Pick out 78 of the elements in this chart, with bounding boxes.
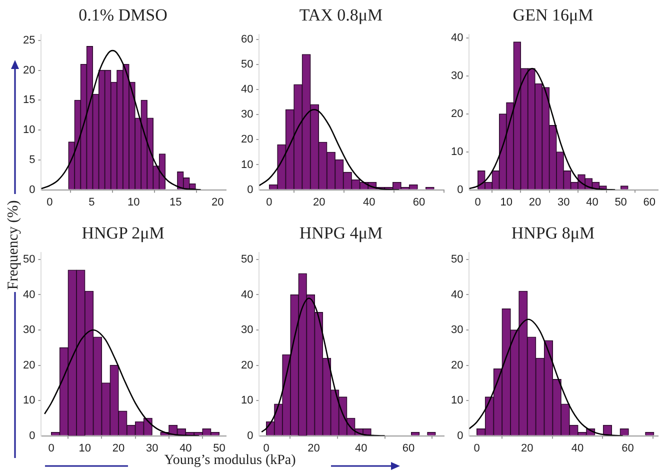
- y-axis-title: Frequency (%): [6, 200, 22, 290]
- chart-title: 0.1% DMSO: [78, 6, 168, 25]
- line-series: [259, 108, 400, 190]
- line-series: [41, 50, 202, 190]
- chart-title: TAX 0.8μM: [299, 6, 383, 25]
- line-series: [469, 68, 616, 190]
- x-tick-label: 15: [169, 196, 182, 208]
- y-tick-label: 10: [450, 394, 464, 407]
- x-tick-label: 50: [213, 442, 226, 454]
- chart-title: HNPG 4μM: [299, 224, 383, 243]
- y-tick-label: 10: [240, 394, 254, 407]
- x-tick-label: 0: [474, 442, 480, 454]
- y-tick-label: 10: [240, 158, 254, 171]
- y-tick-label: 0: [29, 430, 36, 442]
- x-tick-label: 20: [211, 196, 224, 208]
- x-tick-label: 20: [528, 196, 542, 208]
- y-tick-label: 10: [22, 124, 36, 136]
- x-tick-label: 10: [78, 442, 92, 454]
- y-tick-label: 20: [22, 359, 36, 372]
- x-axis-title: Young’s modulus (kPa): [164, 453, 296, 469]
- x-tick-label: 0: [46, 196, 53, 208]
- y-tick-label: 0: [29, 184, 36, 196]
- x-tick-label: 20: [308, 442, 320, 454]
- y-tick-label: 20: [450, 359, 464, 372]
- chart-title: HNPG 8μM: [511, 224, 595, 243]
- y-tick-label: 10: [22, 394, 36, 407]
- y-tick-label: 20: [240, 359, 254, 372]
- y-tick-label: 0: [247, 184, 254, 196]
- y-tick-label: 50: [22, 253, 36, 266]
- x-tick-label: 40: [354, 442, 368, 454]
- y-tick-label: 0: [457, 184, 464, 196]
- x-tick-label: 60: [412, 196, 426, 208]
- chart-title: HNGP 2μM: [82, 224, 164, 243]
- x-tick-label: 40: [586, 196, 598, 208]
- y-tick-label: 50: [450, 253, 464, 266]
- x-tick-label: 60: [402, 442, 415, 454]
- x-tick-label: 30: [146, 442, 158, 454]
- y-tick-label: 40: [240, 84, 254, 96]
- y-tick-label: 10: [450, 146, 464, 158]
- x-tick-label: 30: [557, 196, 570, 208]
- x-tick-label: 20: [313, 196, 326, 208]
- x-tick-label: 0: [266, 196, 272, 208]
- x-tick-label: 0: [474, 196, 481, 208]
- y-tick-label: 20: [450, 108, 464, 120]
- y-tick-label: 30: [240, 324, 254, 336]
- y-tick-label: 30: [450, 324, 464, 336]
- chart-title: GEN 16μM: [512, 6, 594, 25]
- x-tick-label: 0: [48, 442, 54, 454]
- y-tick-label: 40: [450, 32, 464, 44]
- x-tick-label: 50: [614, 196, 627, 208]
- y-tick-label: 40: [450, 288, 464, 301]
- x-tick-label: 10: [127, 196, 140, 208]
- y-tick-label: 60: [240, 33, 254, 46]
- x-tick-label: 20: [521, 442, 534, 454]
- x-tick-label: 40: [362, 196, 376, 208]
- x-tick-label: 40: [571, 442, 584, 454]
- y-tick-label: 30: [450, 70, 464, 82]
- x-tick-label: 20: [112, 442, 125, 454]
- y-tick-label: 40: [240, 288, 254, 301]
- x-tick-label: 40: [180, 442, 192, 454]
- y-tick-label: 30: [22, 324, 36, 336]
- y-tick-label: 5: [29, 154, 36, 166]
- y-tick-label: 20: [22, 64, 36, 76]
- y-tick-label: 50: [240, 253, 254, 266]
- y-tick-label: 0: [457, 430, 464, 442]
- y-tick-label: 0: [247, 430, 254, 442]
- y-tick-label: 15: [22, 94, 36, 106]
- y-tick-label: 25: [22, 34, 36, 46]
- x-tick-label: 60: [643, 196, 656, 208]
- line-series: [260, 298, 386, 436]
- x-tick-label: 0: [263, 442, 270, 454]
- x-tick-label: 60: [622, 442, 634, 454]
- y-tick-label: 40: [22, 288, 36, 301]
- y-tick-label: 30: [240, 108, 254, 121]
- y-tick-label: 20: [240, 134, 254, 146]
- x-tick-label: 5: [88, 196, 95, 208]
- y-tick-label: 50: [240, 58, 254, 71]
- x-tick-label: 10: [500, 196, 513, 208]
